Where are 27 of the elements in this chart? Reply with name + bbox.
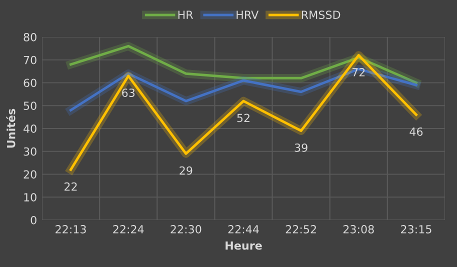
- y-axis-title: Unités: [6, 108, 16, 148]
- y-tick-label: 60: [24, 78, 36, 88]
- y-tick-label: 50: [24, 102, 36, 110]
- x-axis-title: Heure: [226, 242, 262, 250]
- legend-label: HR: [178, 10, 194, 19]
- legend-label: HRV: [236, 10, 259, 19]
- data-label: 63: [122, 88, 135, 97]
- x-tick-label: 22:52: [286, 225, 316, 234]
- y-tick-label: 30: [24, 147, 36, 156]
- x-tick-label: 22:30: [170, 225, 202, 234]
- legend-label: RMSSD: [302, 10, 340, 19]
- x-tick-label: 23:08: [343, 225, 374, 234]
- x-tick-label: 22:24: [113, 225, 144, 234]
- data-label: 22: [64, 182, 77, 191]
- y-tick-label: 0: [30, 216, 36, 224]
- x-tick-label: 22:13: [56, 225, 86, 234]
- y-tick-label: 10: [24, 193, 36, 202]
- y-tick-label: 40: [24, 124, 36, 133]
- y-tick-label: 20: [24, 170, 36, 179]
- y-tick-label: 70: [24, 56, 36, 64]
- x-tick-label: 22:44: [228, 225, 259, 234]
- data-label: 29: [180, 166, 192, 175]
- data-label: 39: [294, 143, 308, 152]
- x-tick-label: 23:15: [401, 225, 432, 234]
- y-tick-label: 80: [24, 32, 36, 42]
- data-label: 46: [410, 127, 423, 136]
- data-label: 52: [237, 114, 250, 122]
